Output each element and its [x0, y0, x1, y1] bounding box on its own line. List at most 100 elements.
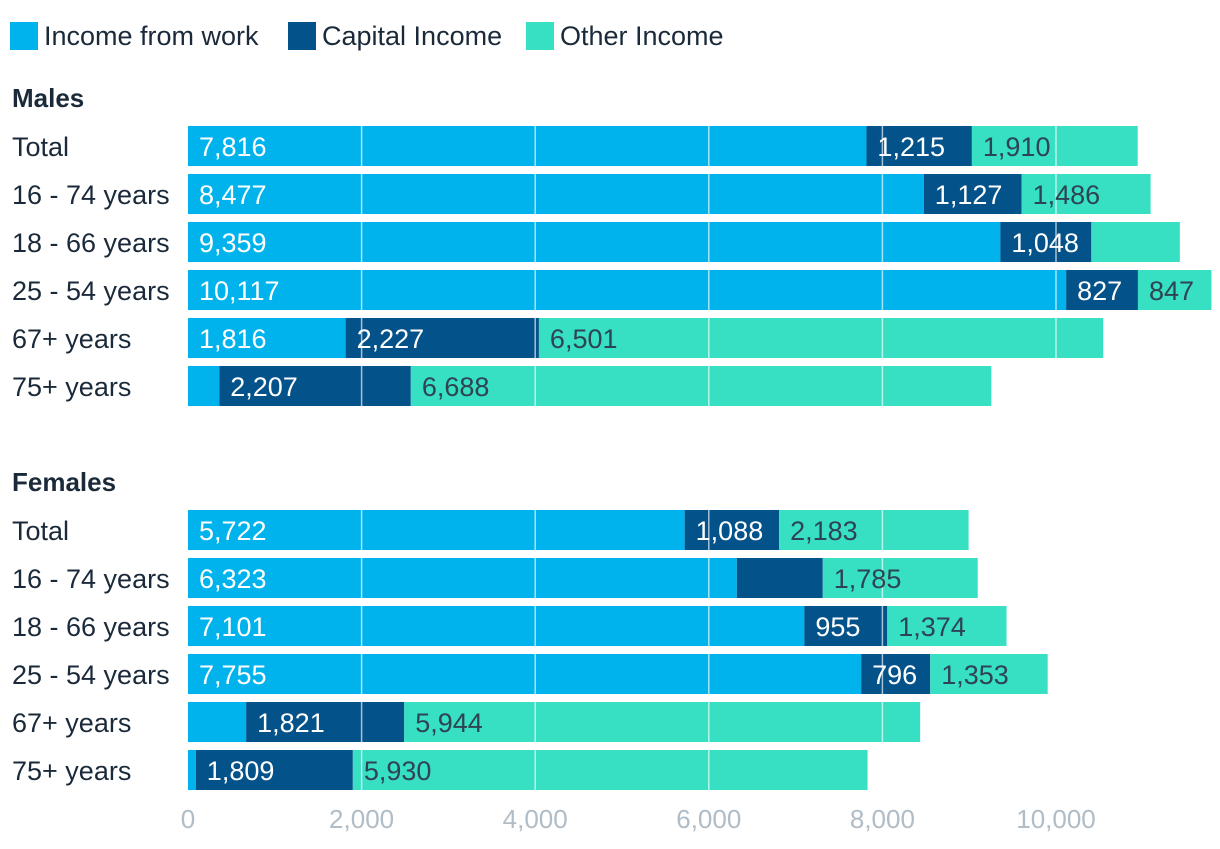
bar-females-work: [188, 654, 862, 694]
data-label-capital: 1,048: [1011, 228, 1079, 258]
data-label-work: 5,722: [199, 516, 267, 546]
data-label-capital: 2,227: [357, 324, 425, 354]
bar-females-capital: [736, 558, 823, 598]
category-label: 16 - 74 years: [12, 564, 170, 594]
category-label: 75+ years: [12, 372, 131, 402]
bar-males-other: [971, 126, 1138, 166]
data-label-work: 7,816: [199, 132, 267, 162]
category-label: 67+ years: [12, 708, 131, 738]
bar-females-work: [188, 558, 737, 598]
category-label: 16 - 74 years: [12, 180, 170, 210]
bar-females-capital: [861, 654, 931, 694]
bar-males-capital: [1066, 270, 1138, 310]
bar-females-work: [188, 606, 805, 646]
x-tick-label: 10,000: [1016, 804, 1096, 834]
bar-males-other: [538, 318, 1104, 358]
bar-females-work: [188, 510, 685, 550]
bars-layer: [188, 126, 1212, 790]
group-title-males: Males: [12, 83, 84, 113]
bar-females-capital: [246, 702, 405, 742]
bar-males-other: [1021, 174, 1151, 214]
category-label: 18 - 66 years: [12, 612, 170, 642]
legend-swatch-capital: [288, 22, 316, 50]
bar-males-work: [188, 174, 924, 214]
data-label-capital: 827: [1077, 276, 1122, 306]
data-label-work: 7,755: [199, 660, 267, 690]
data-label-other: 1,910: [983, 132, 1051, 162]
legend-label-work: Income from work: [44, 21, 259, 51]
legend-swatch-other: [526, 22, 554, 50]
data-label-capital: 1,088: [696, 516, 764, 546]
bar-males-capital: [1000, 222, 1092, 262]
bar-males-capital: [219, 366, 411, 406]
data-label-work: 10,117: [199, 276, 280, 306]
data-label-capital: 1,127: [935, 180, 1003, 210]
category-label: Total: [12, 132, 69, 162]
legend-label-capital: Capital Income: [322, 21, 502, 51]
bar-males-other: [1091, 222, 1180, 262]
category-label: 18 - 66 years: [12, 228, 170, 258]
data-label-other: 1,374: [898, 612, 966, 642]
bar-males-work: [188, 222, 1001, 262]
data-label-capital: 1,821: [257, 708, 325, 738]
category-label: Total: [12, 516, 69, 546]
bar-females-other: [887, 606, 1007, 646]
bar-females-other: [352, 750, 868, 790]
data-label-work: 7,101: [199, 612, 267, 642]
bar-females-work: [188, 750, 196, 790]
data-label-work: 1,816: [199, 324, 267, 354]
bar-males-work: [188, 126, 867, 166]
data-label-other: 5,930: [364, 756, 432, 786]
bar-females-capital: [195, 750, 353, 790]
category-label: 67+ years: [12, 324, 131, 354]
data-label-capital: 1,215: [877, 132, 945, 162]
legend-item-other: Other Income: [526, 21, 724, 51]
bar-males-capital: [866, 126, 972, 166]
legend-item-capital: Capital Income: [288, 21, 502, 51]
legend-swatch-work: [10, 22, 38, 50]
group-title-females: Females: [12, 467, 116, 497]
data-label-other: 1,486: [1033, 180, 1101, 210]
bar-females-work: [188, 702, 247, 742]
x-tick-label: 6,000: [676, 804, 741, 834]
data-label-work: 6,323: [199, 564, 267, 594]
bar-males-other: [1137, 270, 1212, 310]
data-label-other: 6,688: [422, 372, 490, 402]
bar-males-work: [188, 318, 346, 358]
bar-males-capital: [345, 318, 539, 358]
grid-lines: [360, 120, 1057, 800]
bar-males-work: [188, 270, 1067, 310]
category-label: 25 - 54 years: [12, 276, 170, 306]
x-tick-label: 2,000: [329, 804, 394, 834]
data-label-capital: 2,207: [230, 372, 298, 402]
bar-females-other: [822, 558, 978, 598]
bar-males-other: [410, 366, 992, 406]
x-tick-label: 8,000: [850, 804, 915, 834]
data-label-other: 5,944: [415, 708, 483, 738]
x-tick-label: 0: [181, 804, 195, 834]
data-label-other: 6,501: [550, 324, 618, 354]
data-label-other: 847: [1149, 276, 1194, 306]
data-label-capital: 1,809: [207, 756, 275, 786]
bar-females-other: [930, 654, 1048, 694]
data-label-capital: 955: [815, 612, 860, 642]
legend-label-other: Other Income: [560, 21, 724, 51]
data-label-other: 1,785: [834, 564, 902, 594]
bar-females-other: [404, 702, 921, 742]
bar-females-other: [779, 510, 969, 550]
x-tick-label: 4,000: [503, 804, 568, 834]
bar-females-capital: [684, 510, 780, 550]
data-label-work: 8,477: [199, 180, 267, 210]
bar-males-capital: [923, 174, 1022, 214]
data-label-other: 2,183: [790, 516, 858, 546]
data-label-work: 9,359: [199, 228, 267, 258]
data-label-other: 1,353: [941, 660, 1009, 690]
category-label: 25 - 54 years: [12, 660, 170, 690]
bar-males-work: [188, 366, 220, 406]
category-label: 75+ years: [12, 756, 131, 786]
data-label-capital: 796: [872, 660, 917, 690]
legend-item-work: Income from work: [10, 21, 259, 51]
bar-females-capital: [804, 606, 888, 646]
